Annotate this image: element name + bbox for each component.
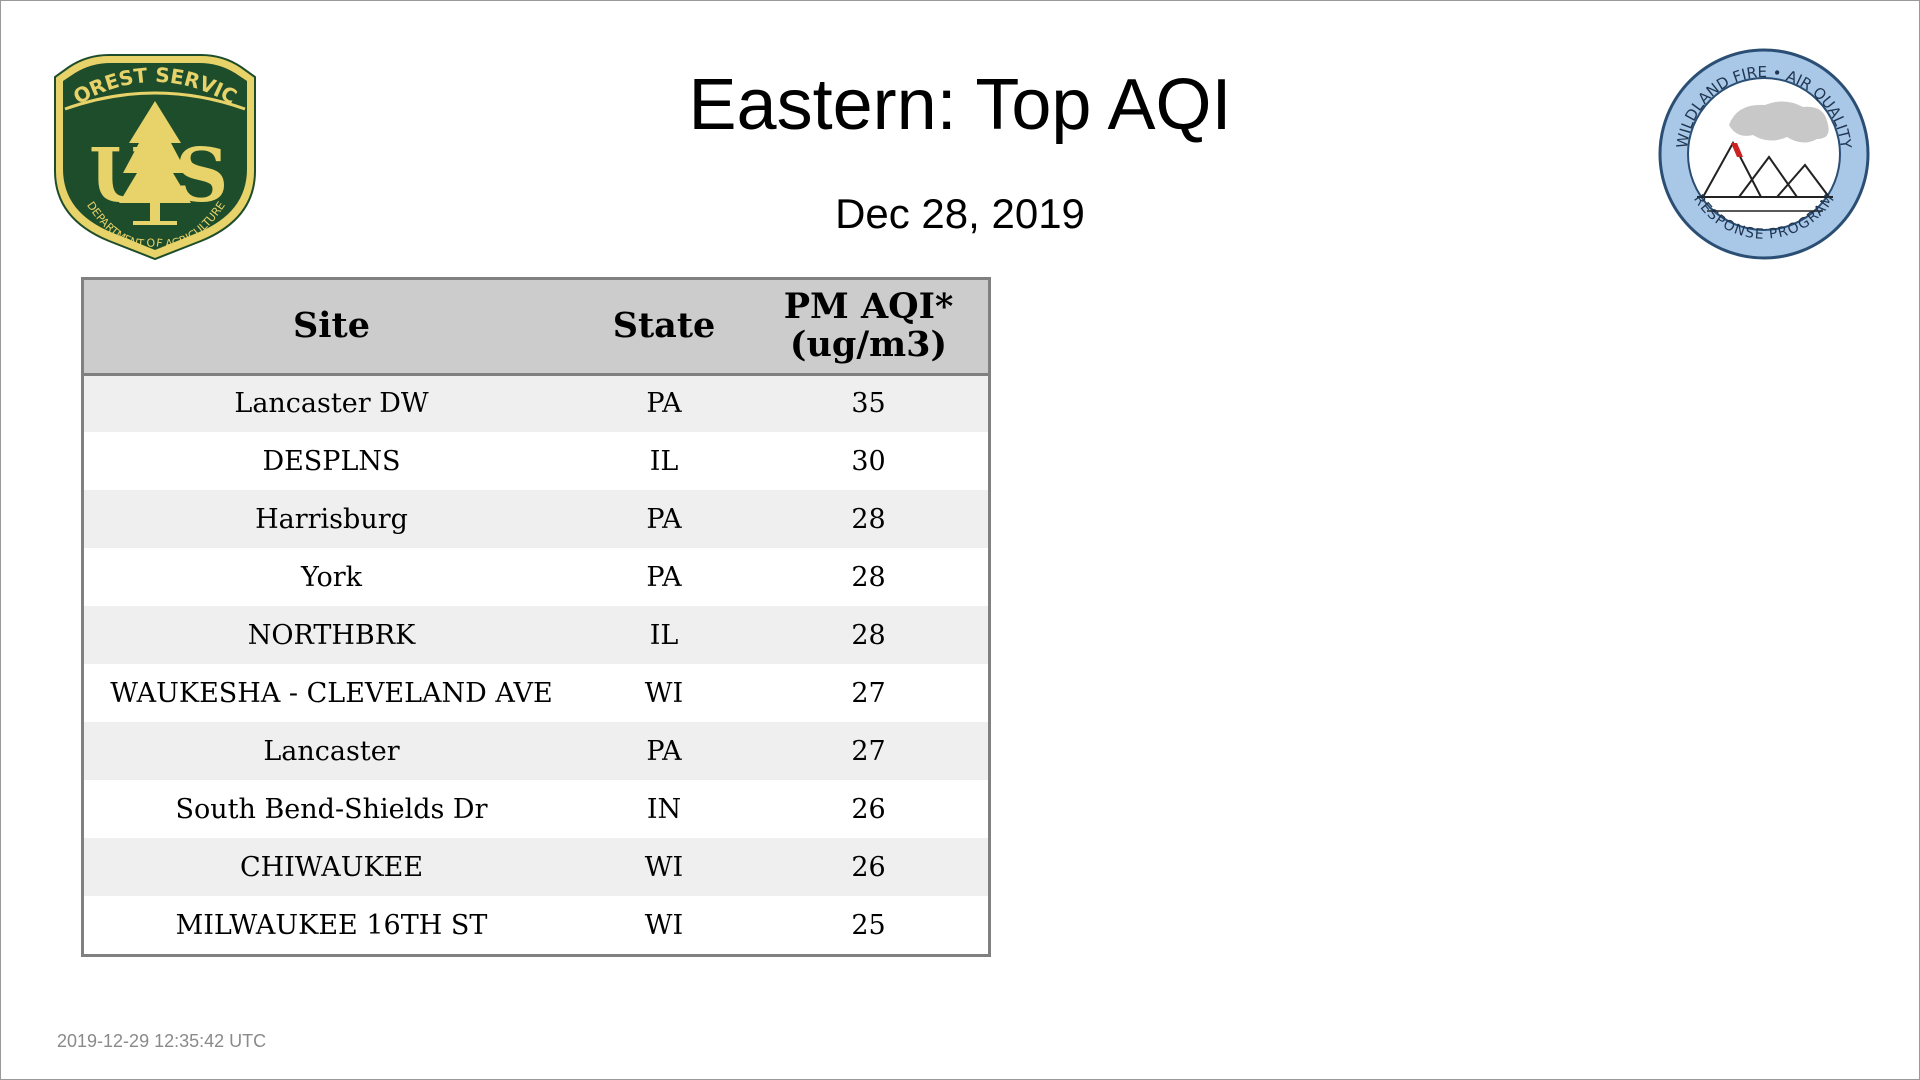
- cell-state: IL: [649, 619, 679, 651]
- table-header-row: Site State PM AQI* (ug/m3): [84, 280, 988, 374]
- page-date: Dec 28, 2019: [835, 190, 1085, 237]
- cell-site: CHIWAUKEE: [239, 851, 424, 883]
- wildland-fire-air-quality-seal-icon: WILDLAND FIRE • AIR QUALITY RESPONSE PRO…: [1658, 48, 1870, 260]
- cell-state: IL: [649, 445, 679, 477]
- cell-site: WAUKESHA - CLEVELAND AVE: [110, 677, 553, 709]
- column-header-pm-aqi-unit: (ug/m3): [789, 324, 948, 366]
- table-row: Lancaster DW PA 35: [84, 374, 988, 432]
- cell-aqi: 35: [851, 388, 886, 420]
- cell-aqi: 28: [851, 503, 886, 535]
- column-header-pm-aqi: PM AQI* (ug/m3): [749, 280, 988, 374]
- svg-text:S: S: [175, 133, 228, 219]
- cell-state: WI: [644, 851, 684, 883]
- cell-aqi: 28: [851, 561, 886, 593]
- cell-aqi: 26: [851, 851, 886, 883]
- cell-aqi: 26: [851, 793, 886, 825]
- cell-state: WI: [644, 677, 684, 709]
- aqi-table: Site State PM AQI* (ug/m3) Lancaster DW …: [81, 277, 991, 957]
- cell-aqi: 30: [851, 445, 886, 477]
- forest-service-shield-icon: U S FOREST SERVICE DEPARTMENT OF AGRICUL…: [51, 51, 256, 261]
- cell-aqi: 27: [851, 735, 886, 767]
- cell-site: York: [300, 561, 362, 593]
- table-row: MILWAUKEE 16TH ST WI 25: [84, 896, 988, 954]
- table-row: Harrisburg PA 28: [84, 490, 988, 548]
- cell-aqi: 27: [851, 677, 886, 709]
- table-row: NORTHBRK IL 28: [84, 606, 988, 664]
- cell-state: WI: [644, 909, 684, 941]
- cell-site: MILWAUKEE 16TH ST: [175, 909, 488, 941]
- cell-site: Lancaster DW: [234, 388, 429, 420]
- cell-state: PA: [646, 735, 682, 767]
- generated-timestamp: 2019-12-29 12:35:42 UTC: [57, 1031, 267, 1051]
- cell-state: PA: [646, 561, 682, 593]
- table-row: Lancaster PA 27: [84, 722, 988, 780]
- column-header-pm-aqi-line1: PM AQI*: [783, 286, 954, 328]
- svg-text:U: U: [89, 133, 154, 219]
- table-row: South Bend-Shields Dr IN 26: [84, 780, 988, 838]
- cell-site: DESPLNS: [262, 445, 401, 477]
- page-title: Eastern: Top AQI: [688, 65, 1232, 145]
- table-row: CHIWAUKEE WI 26: [84, 838, 988, 896]
- cell-aqi: 28: [851, 619, 886, 651]
- cell-site: Harrisburg: [255, 503, 408, 535]
- column-header-site: Site: [292, 305, 370, 347]
- table-row: DESPLNS IL 30: [84, 432, 988, 490]
- cell-site: South Bend-Shields Dr: [175, 793, 488, 825]
- table-row: WAUKESHA - CLEVELAND AVE WI 27: [84, 664, 988, 722]
- cell-state: PA: [646, 503, 682, 535]
- cell-aqi: 25: [851, 909, 886, 941]
- cell-site: Lancaster: [263, 735, 400, 767]
- table-row: York PA 28: [84, 548, 988, 606]
- cell-state: PA: [646, 388, 682, 420]
- cell-state: IN: [646, 793, 682, 825]
- cell-site: NORTHBRK: [247, 619, 416, 651]
- column-header-state: State: [612, 305, 716, 347]
